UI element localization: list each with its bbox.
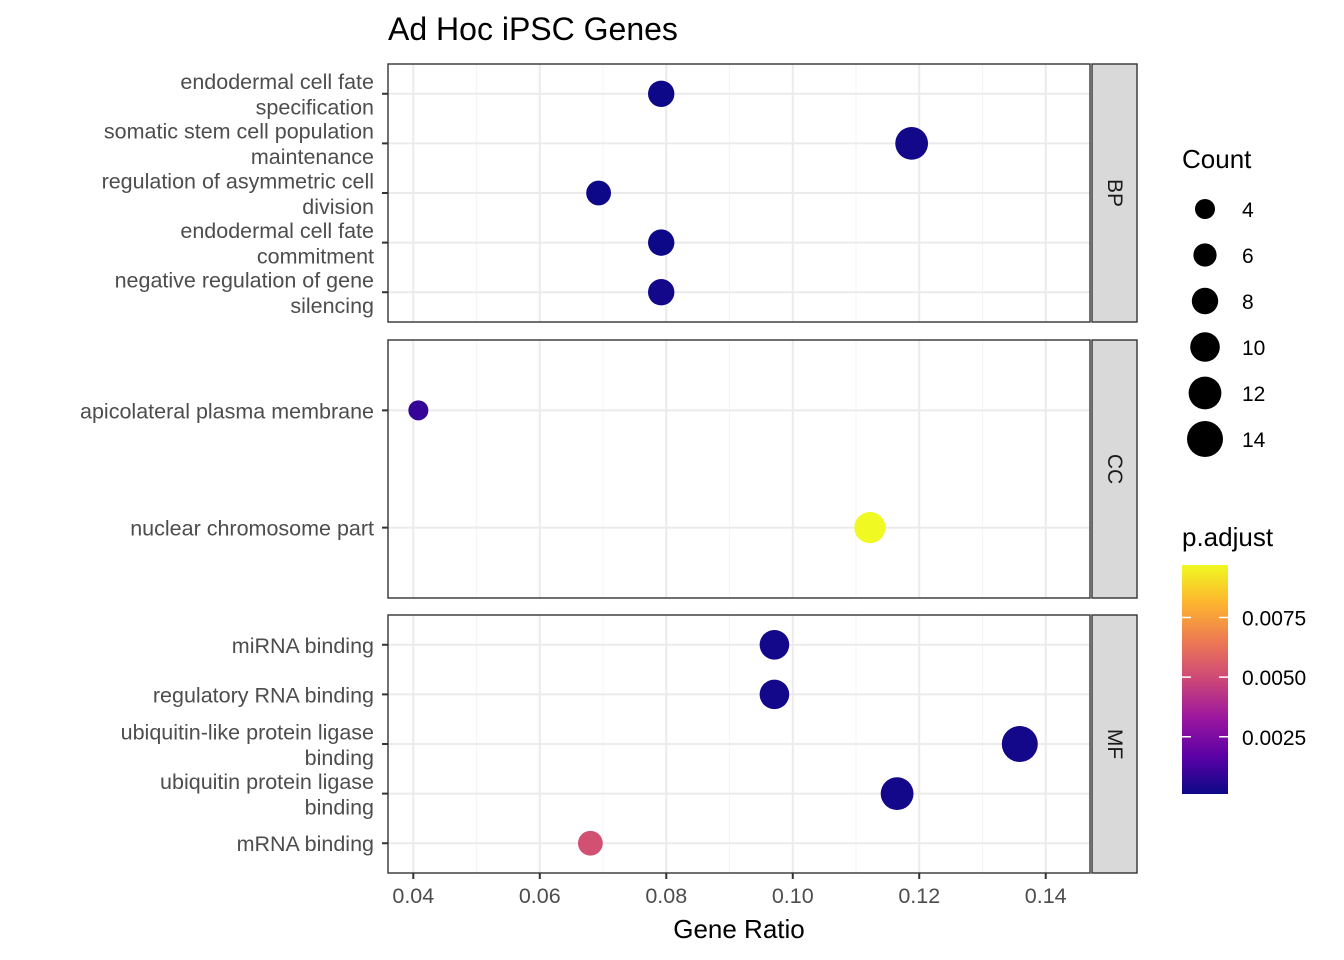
count-legend-label: 14	[1242, 429, 1266, 452]
y-tick-label: endodermal cell fate	[180, 70, 374, 94]
y-tick-label: miRNA binding	[232, 634, 374, 658]
count-legend-key	[1190, 332, 1220, 362]
y-tick-label: nuclear chromosome part	[130, 517, 374, 541]
count-legend: Count 4 6 8 10 12 14	[1182, 144, 1266, 457]
data-point	[577, 830, 603, 856]
x-tick-label: 0.14	[1025, 884, 1067, 908]
x-axis: 0.04 0.06 0.08 0.10 0.12 0.14	[392, 873, 1067, 908]
x-tick-label: 0.04	[392, 884, 434, 908]
x-tick-label: 0.08	[645, 884, 687, 908]
p-adjust-legend: p.adjust 0.0025 0.0050 0.0075	[1182, 522, 1306, 794]
data-point	[648, 279, 675, 306]
y-tick-label: silencing	[290, 294, 374, 318]
count-legend-label: 4	[1242, 199, 1254, 222]
data-point	[408, 400, 429, 421]
data-point	[1001, 726, 1038, 762]
data-point	[648, 229, 675, 256]
data-point	[895, 126, 929, 160]
facet-strip-label: CC	[1103, 454, 1126, 484]
facet-strip	[1091, 339, 1138, 599]
count-legend-label: 8	[1242, 291, 1254, 314]
panel-background	[388, 340, 1090, 598]
count-legend-key	[1195, 199, 1215, 219]
y-tick-label: ubiquitin-like protein ligase	[121, 720, 374, 744]
count-legend-label: 12	[1242, 383, 1265, 406]
data-point	[759, 679, 790, 710]
data-point	[759, 629, 790, 660]
y-tick-label: somatic stem cell population	[104, 120, 374, 144]
y-tick-label: endodermal cell fate	[180, 219, 374, 243]
panel-bp: endodermal cell fatespecificationsomatic…	[102, 63, 1138, 323]
y-tick-label: binding	[305, 746, 374, 770]
count-legend-label: 6	[1242, 245, 1254, 268]
data-point	[586, 180, 611, 206]
x-tick-label: 0.10	[772, 884, 814, 908]
facet-strip-label: MF	[1103, 729, 1126, 759]
y-tick-label: regulatory RNA binding	[153, 683, 374, 707]
p-adjust-colorbar	[1182, 565, 1228, 794]
facet-panels: endodermal cell fatespecificationsomatic…	[80, 63, 1138, 874]
y-tick-label: apicolateral plasma membrane	[80, 399, 374, 423]
y-tick-label: commitment	[257, 244, 374, 268]
y-tick-label: specification	[256, 96, 374, 120]
facet-strip	[1091, 614, 1138, 874]
panel-mf: miRNA binding regulatory RNA binding ubiqu…	[121, 614, 1138, 874]
count-legend-title: Count	[1182, 144, 1252, 174]
y-tick-label: maintenance	[251, 145, 374, 169]
count-legend-key	[1191, 287, 1219, 315]
p-adjust-legend-title: p.adjust	[1182, 522, 1274, 552]
y-tick-label: binding	[305, 795, 374, 819]
panel-border	[387, 339, 1091, 599]
y-tick-label: division	[302, 195, 374, 219]
count-legend-label: 10	[1242, 337, 1265, 360]
count-legend-key	[1193, 243, 1217, 267]
y-tick-label: mRNA binding	[237, 832, 374, 856]
panel-cc: apicolateral plasma membrane nuclear chro…	[80, 339, 1138, 599]
chart-title: Ad Hoc iPSC Genes	[388, 11, 678, 47]
colorbar-tick-label: 0.0025	[1242, 727, 1306, 750]
data-point	[880, 777, 914, 811]
data-point	[854, 512, 886, 544]
x-tick-label: 0.12	[898, 884, 940, 908]
y-tick-label: negative regulation of gene	[115, 268, 374, 292]
facet-strip	[1091, 63, 1138, 323]
facet-strip-label: BP	[1103, 179, 1126, 207]
colorbar-tick-label: 0.0075	[1242, 607, 1306, 630]
colorbar-tick-label: 0.0050	[1242, 667, 1306, 690]
count-legend-key	[1188, 376, 1222, 410]
x-tick-label: 0.06	[519, 884, 561, 908]
y-tick-label: ubiquitin protein ligase	[160, 770, 374, 794]
data-point	[648, 80, 675, 107]
x-axis-label: Gene Ratio	[673, 914, 805, 944]
y-tick-label: regulation of asymmetric cell	[102, 169, 374, 193]
count-legend-key	[1187, 421, 1223, 457]
